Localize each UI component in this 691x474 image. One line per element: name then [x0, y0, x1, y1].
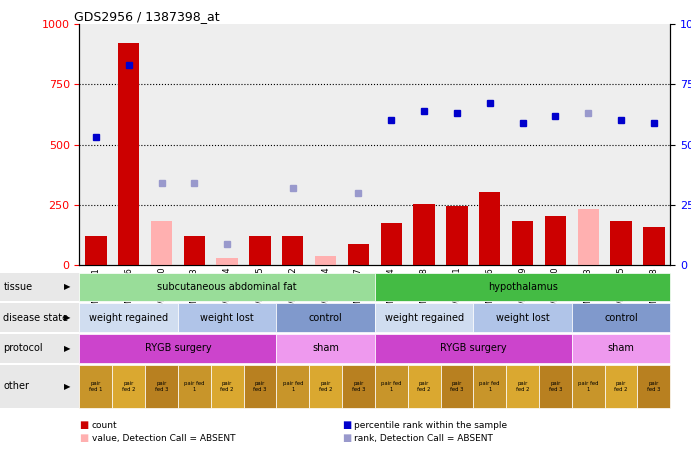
Bar	[381, 223, 402, 265]
Text: pair fed
1: pair fed 1	[578, 381, 598, 392]
Text: weight lost: weight lost	[200, 312, 254, 323]
Text: disease state: disease state	[3, 312, 68, 323]
Text: RYGB surgery: RYGB surgery	[144, 343, 211, 354]
Text: ▶: ▶	[64, 313, 70, 322]
Text: ▶: ▶	[64, 283, 70, 291]
Bar	[643, 227, 665, 265]
Text: pair
fed 3: pair fed 3	[451, 381, 464, 392]
Text: pair
fed 2: pair fed 2	[417, 381, 431, 392]
Text: pair
fed 2: pair fed 2	[614, 381, 628, 392]
Text: pair
fed 3: pair fed 3	[352, 381, 365, 392]
Text: control: control	[309, 312, 343, 323]
Text: pair
fed 2: pair fed 2	[515, 381, 529, 392]
Text: count: count	[92, 421, 117, 429]
Text: pair fed
1: pair fed 1	[381, 381, 401, 392]
Text: ■: ■	[79, 433, 88, 444]
Text: tissue: tissue	[3, 282, 32, 292]
Text: other: other	[3, 381, 30, 392]
Bar	[118, 43, 140, 265]
Bar	[315, 256, 337, 265]
Text: pair fed
1: pair fed 1	[184, 381, 205, 392]
Text: hypothalamus: hypothalamus	[488, 282, 558, 292]
Text: pair
fed 3: pair fed 3	[647, 381, 661, 392]
Text: subcutaneous abdominal fat: subcutaneous abdominal fat	[158, 282, 297, 292]
Text: ▶: ▶	[64, 344, 70, 353]
Text: weight lost: weight lost	[495, 312, 549, 323]
Text: weight regained: weight regained	[89, 312, 169, 323]
Text: ■: ■	[342, 433, 351, 444]
Bar	[413, 204, 435, 265]
Text: control: control	[604, 312, 638, 323]
Text: ■: ■	[79, 420, 88, 430]
Text: pair
fed 1: pair fed 1	[89, 381, 103, 392]
Bar	[479, 191, 500, 265]
Bar	[348, 244, 369, 265]
Text: GDS2956 / 1387398_at: GDS2956 / 1387398_at	[73, 9, 219, 23]
Text: pair
fed 2: pair fed 2	[319, 381, 332, 392]
Text: pair
fed 3: pair fed 3	[549, 381, 562, 392]
Text: protocol: protocol	[3, 343, 43, 354]
Text: rank, Detection Call = ABSENT: rank, Detection Call = ABSENT	[354, 434, 493, 443]
Bar	[446, 206, 468, 265]
Text: RYGB surgery: RYGB surgery	[440, 343, 507, 354]
Text: ■: ■	[342, 420, 351, 430]
Bar	[249, 237, 271, 265]
Text: pair fed
1: pair fed 1	[283, 381, 303, 392]
Bar	[85, 237, 106, 265]
Text: pair
fed 3: pair fed 3	[254, 381, 267, 392]
Text: sham: sham	[312, 343, 339, 354]
Bar	[216, 258, 238, 265]
Bar	[578, 209, 599, 265]
Text: value, Detection Call = ABSENT: value, Detection Call = ABSENT	[92, 434, 236, 443]
Text: ▶: ▶	[64, 382, 70, 391]
Bar	[545, 216, 566, 265]
Text: pair
fed 2: pair fed 2	[122, 381, 135, 392]
Bar	[512, 221, 533, 265]
Text: percentile rank within the sample: percentile rank within the sample	[354, 421, 508, 429]
Text: weight regained: weight regained	[384, 312, 464, 323]
Bar	[151, 221, 172, 265]
Bar	[610, 221, 632, 265]
Text: pair
fed 3: pair fed 3	[155, 381, 168, 392]
Text: sham: sham	[607, 343, 634, 354]
Bar	[184, 237, 205, 265]
Text: pair fed
1: pair fed 1	[480, 381, 500, 392]
Bar	[282, 237, 303, 265]
Text: pair
fed 2: pair fed 2	[220, 381, 234, 392]
